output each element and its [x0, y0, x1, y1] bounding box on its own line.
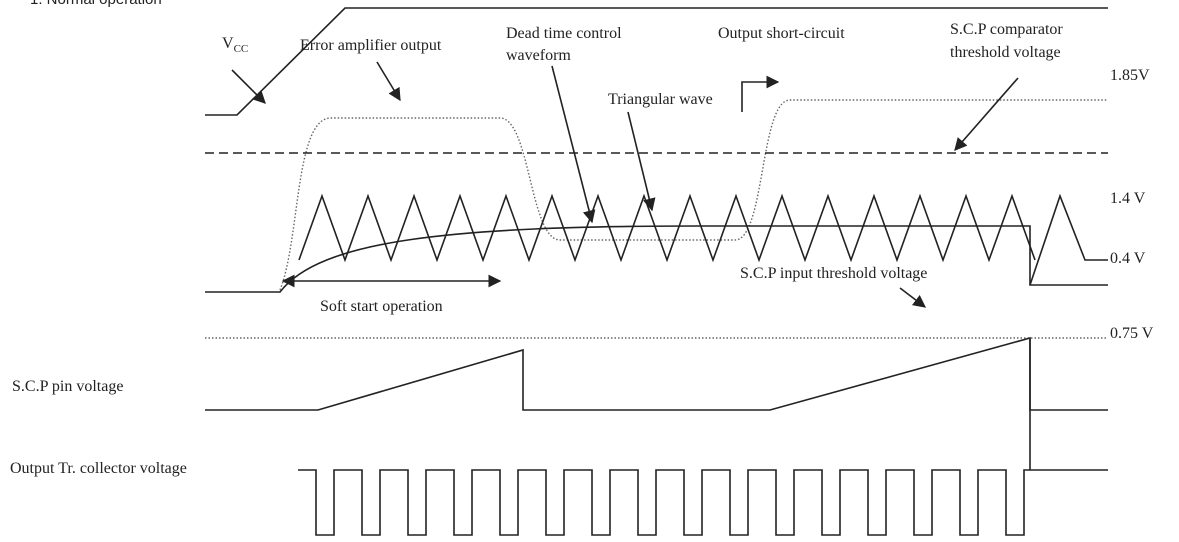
arrow: [627, 111, 656, 212]
label: Output short-circuit: [718, 25, 845, 42]
label: waveform: [506, 47, 571, 64]
label: S.C.P pin voltage: [12, 378, 123, 395]
label: Dead time control: [506, 25, 622, 42]
label: 0.75 V: [1110, 325, 1154, 342]
label: 1.4 V: [1110, 190, 1146, 207]
label: S.C.P input threshold voltage: [740, 265, 927, 282]
heading: 1. Normal operation: [30, 0, 162, 8]
triangular-wave: [298, 193, 1108, 286]
label: Output Tr. collector voltage: [10, 460, 187, 477]
label: S.C.P comparator: [950, 21, 1063, 38]
arrow: [376, 61, 401, 102]
label: 1.85V: [1110, 67, 1150, 84]
arrow: [231, 69, 266, 104]
arrow: [954, 77, 1019, 151]
vcc-label: VCC: [222, 35, 248, 55]
error-amp-wave: [279, 99, 1108, 291]
label: Triangular wave: [608, 91, 713, 108]
arrow: [899, 287, 927, 308]
label: Soft start operation: [320, 298, 443, 315]
vcc-wave: [205, 7, 1108, 116]
scp-pin-wave: [205, 336, 1108, 411]
collector-wave: [298, 469, 1108, 536]
arrow: [551, 65, 596, 224]
arrow: [741, 75, 780, 112]
label: Error amplifier output: [300, 37, 442, 54]
soft-start-wave: [205, 225, 1108, 293]
label: threshold voltage: [950, 44, 1061, 61]
label: 0.4 V: [1110, 250, 1146, 267]
